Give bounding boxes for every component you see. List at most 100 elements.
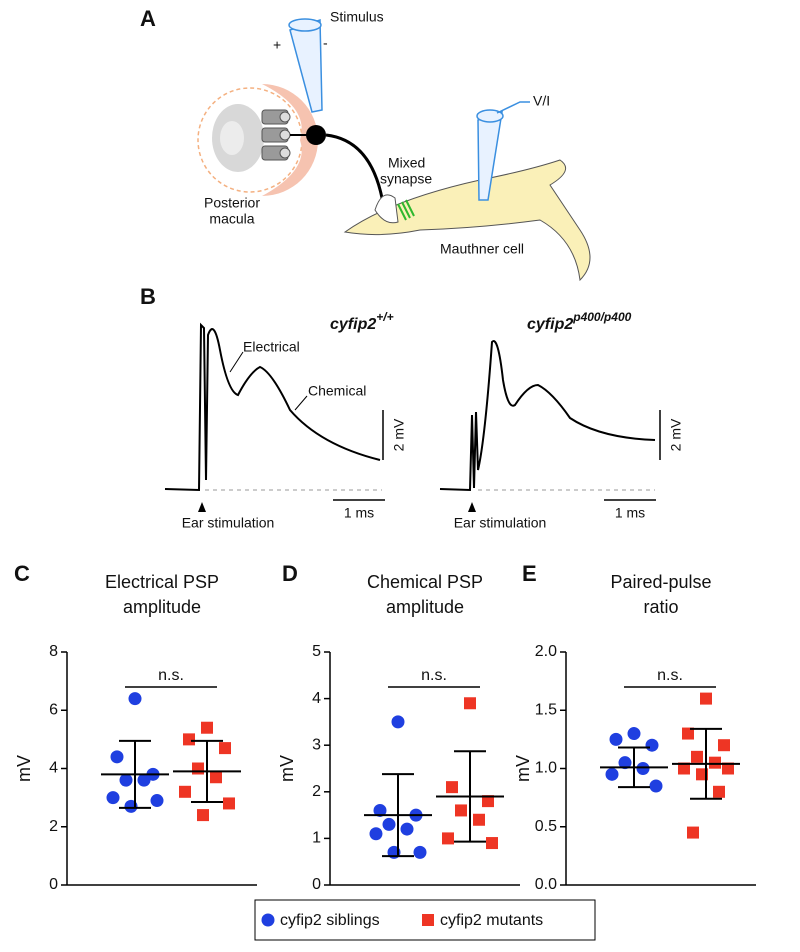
- label: Stimulus: [330, 9, 384, 25]
- label: Electrical: [243, 339, 300, 355]
- electrode-top: [288, 18, 322, 32]
- panel-label: E: [522, 561, 537, 586]
- y-tick-label: 1.0: [535, 760, 557, 777]
- diagram: Stimulus + - V/I Mixed synapse Posterior…: [197, 9, 591, 282]
- chart-title: amplitude: [386, 597, 464, 617]
- panel-label: A: [140, 6, 156, 31]
- point: [605, 767, 619, 781]
- point: [128, 692, 142, 706]
- wire: [496, 101, 530, 114]
- point: [197, 809, 209, 822]
- point: [682, 727, 694, 740]
- y-tick-label: 2.0: [535, 643, 557, 660]
- y-tick-label: 1.5: [535, 701, 557, 718]
- label: +: [273, 37, 281, 53]
- point: [106, 791, 120, 805]
- y-axis-label: mV: [513, 755, 533, 782]
- label: macula: [209, 211, 254, 227]
- y-tick-label: 5: [312, 643, 321, 660]
- trace: [164, 322, 381, 492]
- point: [691, 750, 703, 763]
- chart-title: Electrical PSP: [105, 572, 219, 592]
- y-tick-label: 0: [49, 876, 58, 893]
- point: [709, 756, 721, 769]
- y-axis-label: mV: [14, 755, 34, 782]
- y-axis-label: mV: [277, 755, 297, 782]
- point: [687, 826, 699, 839]
- stim-arrow: [468, 502, 476, 512]
- electrode-top: [476, 109, 504, 123]
- point: [223, 797, 235, 810]
- point: [678, 762, 690, 775]
- point: [486, 837, 498, 850]
- pointer: [294, 395, 308, 411]
- point: [618, 756, 632, 770]
- point: [442, 832, 454, 845]
- y-tick-label: 1: [312, 830, 321, 847]
- label: Mixed: [388, 155, 425, 171]
- point: [400, 822, 414, 836]
- point: [473, 813, 485, 826]
- y-tick-label: 0.0: [535, 876, 557, 893]
- legend-label: cyfip2 mutants: [440, 912, 543, 929]
- point: [369, 827, 383, 841]
- point: [636, 762, 650, 775]
- panel-label: B: [140, 284, 156, 309]
- label: V/I: [533, 93, 550, 109]
- point: [455, 804, 467, 817]
- point: [464, 697, 476, 710]
- genotype-label: cyfip2p400/p400: [527, 310, 632, 333]
- otolith-inner: [220, 121, 244, 155]
- point: [391, 715, 405, 729]
- label: Chemical: [308, 383, 366, 399]
- point: [718, 739, 730, 752]
- point: [382, 817, 396, 831]
- label: Ear stimulation: [182, 515, 275, 531]
- stim-arrow: [198, 502, 206, 512]
- y-tick-label: 3: [312, 736, 321, 753]
- annotation: n.s.: [158, 667, 184, 684]
- scale-label: 2 mV: [391, 418, 407, 451]
- point: [219, 742, 231, 755]
- point: [119, 773, 133, 787]
- point: [609, 732, 623, 746]
- point: [627, 727, 641, 741]
- scale-label: 1 ms: [344, 505, 374, 521]
- y-tick-label: 2: [312, 783, 321, 800]
- y-tick-label: 0.5: [535, 818, 557, 835]
- label: synapse: [380, 171, 432, 187]
- chart-title: ratio: [643, 597, 678, 617]
- legend-marker: [261, 913, 275, 927]
- y-tick-label: 8: [49, 643, 58, 660]
- point: [373, 803, 387, 817]
- pointer: [229, 351, 244, 373]
- point: [713, 785, 725, 798]
- genotype-label: cyfip2+/+: [330, 310, 394, 333]
- annotation: n.s.: [421, 667, 447, 684]
- scale-label: 1 ms: [615, 505, 645, 521]
- point: [700, 692, 712, 705]
- point: [192, 762, 204, 775]
- y-tick-label: 4: [312, 690, 321, 707]
- point: [645, 738, 659, 752]
- gap-junction: [397, 199, 415, 221]
- terminal: [374, 194, 399, 224]
- axon: [325, 133, 384, 199]
- point: [413, 845, 427, 859]
- label: Mauthner cell: [440, 241, 524, 257]
- trace: [439, 340, 656, 492]
- point: [210, 771, 222, 784]
- annotation: n.s.: [657, 667, 683, 684]
- point: [179, 785, 191, 798]
- point: [137, 773, 151, 787]
- point: [150, 794, 164, 808]
- panel-label: D: [282, 561, 298, 586]
- scale-label: 2 mV: [668, 418, 684, 451]
- y-tick-label: 0: [312, 876, 321, 893]
- legend-label: cyfip2 siblings: [280, 912, 380, 929]
- point: [201, 721, 213, 734]
- label: -: [323, 35, 328, 51]
- macula: [262, 84, 318, 196]
- legend-marker: [422, 914, 434, 926]
- point: [722, 762, 734, 775]
